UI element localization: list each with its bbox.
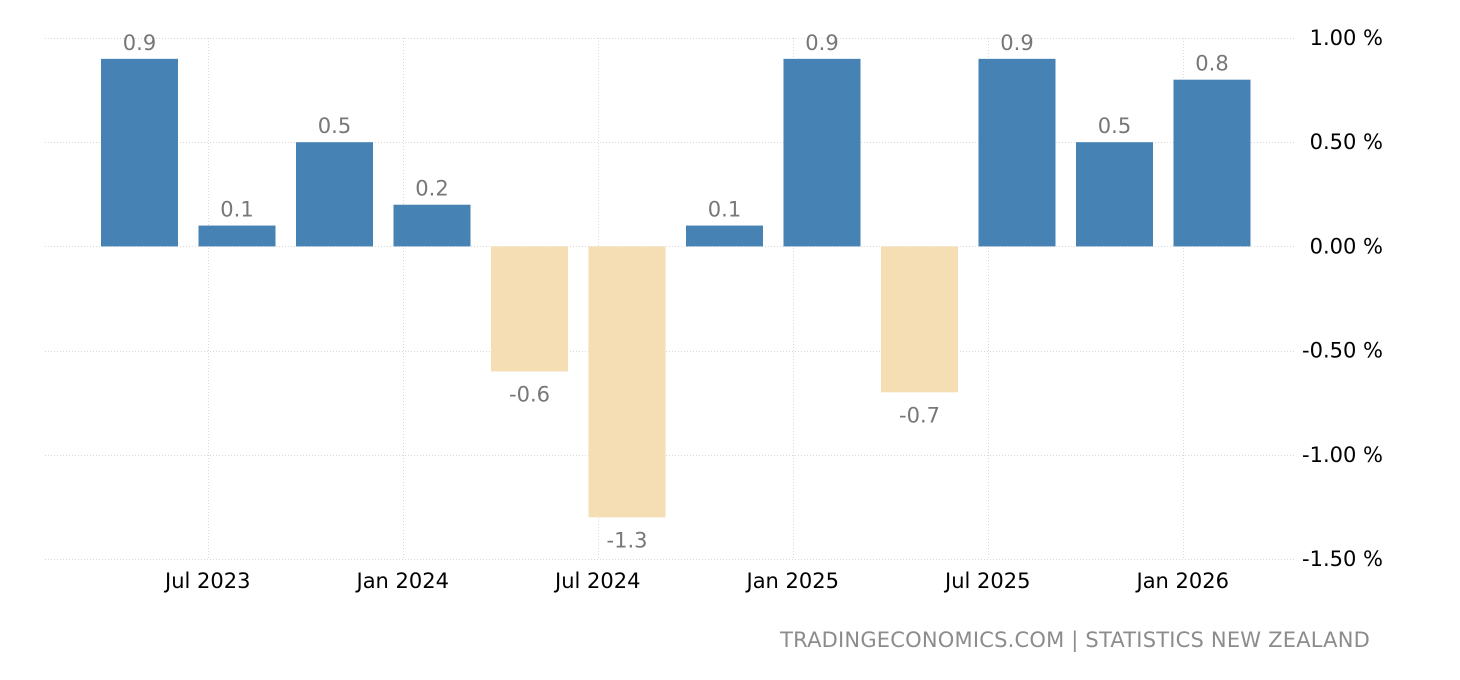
data-label: 0.9 [123, 31, 156, 55]
bar[interactable] [296, 142, 373, 247]
data-label: 0.5 [318, 114, 351, 138]
bar[interactable] [978, 58, 1056, 247]
y-tick-label: 0.50 % [1310, 130, 1383, 154]
source-credit: TRADINGECONOMICS.COM | STATISTICS NEW ZE… [780, 628, 1370, 652]
data-label: -0.7 [899, 403, 940, 427]
x-tick-label: Jan 2024 [355, 569, 450, 593]
data-label: 0.2 [415, 177, 448, 201]
x-tick-label: Jul 2024 [553, 569, 640, 593]
data-label: -0.6 [509, 382, 550, 406]
bar[interactable] [101, 58, 178, 247]
data-label: -1.3 [607, 528, 648, 552]
data-labels: 0.9 0.1 0.5 0.2 -0.6 -1.3 0.1 0.9 -0.7 0.9 0.5 0.8 [123, 31, 1229, 552]
bar[interactable] [393, 204, 471, 247]
data-label: 0.1 [220, 198, 253, 222]
bars [101, 58, 1251, 518]
y-axis: 1.00 % 0.50 % 0.00 % -0.50 % -1.00 % -1.50 % [1302, 26, 1383, 571]
bar[interactable] [783, 58, 861, 247]
x-tick-label: Jan 2025 [745, 569, 840, 593]
y-tick-label: 1.00 % [1310, 26, 1383, 50]
x-axis: Jul 2023 Jan 2024 Jul 2024 Jan 2025 Jul 2025… [163, 569, 1229, 593]
bar[interactable] [198, 225, 276, 247]
data-label: 0.1 [708, 198, 741, 222]
y-tick-label: -1.00 % [1302, 443, 1383, 467]
y-tick-label: -0.50 % [1302, 339, 1383, 363]
bar[interactable] [1173, 79, 1251, 247]
x-tick-label: Jul 2023 [163, 569, 250, 593]
data-label: 0.9 [805, 31, 838, 55]
y-tick-label: 0.00 % [1310, 234, 1383, 258]
bar[interactable] [491, 246, 568, 372]
bar[interactable] [686, 225, 763, 247]
data-label: 0.5 [1098, 114, 1131, 138]
y-tick-label: -1.50 % [1302, 547, 1383, 571]
bar[interactable] [588, 246, 666, 518]
bar[interactable] [1076, 142, 1153, 247]
data-label: 0.9 [1000, 31, 1033, 55]
data-label: 0.8 [1195, 52, 1228, 76]
x-tick-label: Jul 2025 [943, 569, 1030, 593]
bar[interactable] [881, 246, 958, 393]
x-tick-label: Jan 2026 [1135, 569, 1230, 593]
